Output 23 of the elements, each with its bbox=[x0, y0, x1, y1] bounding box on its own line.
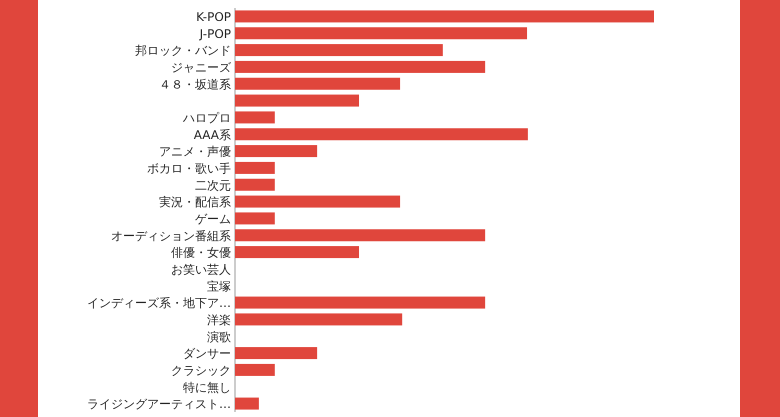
y-tick-label: 洋楽 bbox=[207, 312, 231, 327]
y-tick-label: お笑い芸人 bbox=[171, 262, 231, 276]
y-tick-label: 宝塚 bbox=[207, 279, 231, 294]
y-tick-label: 邦ロック・バンド bbox=[135, 44, 231, 58]
y-tick-label: オーディション番組系 bbox=[111, 228, 231, 243]
y-tick-label: K-POP bbox=[196, 10, 231, 24]
y-tick-label: クラシック bbox=[171, 363, 231, 378]
y-tick-label: インディーズ系・地下ア… bbox=[87, 296, 231, 310]
y-tick-label: ジャニーズ bbox=[171, 60, 232, 74]
y-tick-label: 俳優・女優 bbox=[171, 246, 231, 260]
y-tick-label: AAA系 bbox=[194, 128, 231, 142]
y-tick-label: ボカロ・歌い手 bbox=[147, 161, 231, 176]
y-tick-label: アニメ・声優 bbox=[159, 144, 231, 159]
y-tick-label: ハロプロ bbox=[182, 110, 231, 125]
y-tick-label: 特に無し bbox=[183, 380, 231, 394]
y-tick-label: ライジングアーティスト… bbox=[87, 397, 231, 412]
y-tick-label: ダンサー bbox=[183, 346, 231, 361]
y-tick-label: 実況・配信系 bbox=[159, 195, 231, 210]
y-tick-label: 二次元 bbox=[195, 178, 231, 192]
y-tick-label: 演歌 bbox=[207, 330, 231, 344]
y-tick-label: J-POP bbox=[198, 26, 231, 41]
y-tick-label: ４８・坂道系 bbox=[159, 77, 231, 92]
y-tick-label: ゲーム bbox=[195, 212, 231, 226]
